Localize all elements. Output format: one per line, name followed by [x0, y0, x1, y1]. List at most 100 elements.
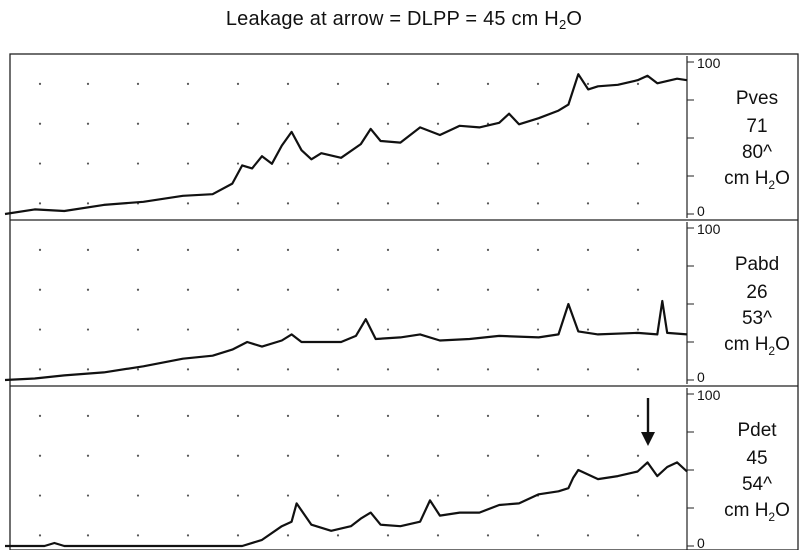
grid-dot: [286, 534, 290, 537]
grid-dot: [586, 534, 590, 537]
grid-dot: [386, 162, 390, 165]
grid-dot: [38, 414, 42, 417]
grid-dot: [86, 534, 90, 537]
grid-dot: [86, 162, 90, 165]
grid-dot: [86, 414, 90, 417]
panel-peak: 80^: [742, 142, 772, 163]
grid-dot: [486, 248, 490, 251]
grid-dot: [386, 202, 390, 205]
grid-dot: [186, 368, 190, 371]
grid-dot: [336, 82, 340, 85]
trace-pves: [4, 73, 688, 216]
panel-unit: cm H2O: [724, 168, 790, 192]
grid-dot: [38, 328, 42, 331]
grid-dot: [636, 248, 640, 251]
grid-dot: [636, 288, 640, 291]
grid-dot: [586, 414, 590, 417]
grid-dot: [536, 288, 540, 291]
grid-dot: [186, 162, 190, 165]
grid-dot: [236, 328, 240, 331]
grid-dot: [336, 368, 340, 371]
grid-dot: [586, 248, 590, 251]
grid-dot: [38, 534, 42, 537]
grid-dot: [636, 534, 640, 537]
grid-dot: [436, 328, 440, 331]
grid-dot: [236, 368, 240, 371]
y-tick-label-0: 0: [697, 535, 705, 550]
grid-dot: [386, 122, 390, 125]
grid-dot: [386, 414, 390, 417]
grid-dot: [136, 454, 140, 457]
grid-dot: [436, 534, 440, 537]
grid-dot: [186, 534, 190, 537]
panel-unit: cm H2O: [724, 334, 790, 358]
grid-dot: [586, 328, 590, 331]
grid-dot: [536, 122, 540, 125]
grid-dot: [38, 162, 42, 165]
grid-dot: [336, 534, 340, 537]
grid-dot: [336, 162, 340, 165]
grid-dot: [386, 534, 390, 537]
grid-dot: [286, 82, 290, 85]
panel-value: 45: [746, 448, 767, 469]
grid-dot: [586, 288, 590, 291]
grid-dot: [436, 368, 440, 371]
y-tick-label-0: 0: [697, 369, 705, 385]
y-tick-label-0: 0: [697, 203, 705, 219]
grid-dot: [336, 328, 340, 331]
grid-dot: [486, 162, 490, 165]
panel-value: 26: [746, 282, 767, 303]
grid-dot: [38, 368, 42, 371]
grid-dot: [586, 122, 590, 125]
grid-dot: [436, 82, 440, 85]
trace-pdet: [5, 461, 688, 548]
grid-dot: [436, 122, 440, 125]
grid-dot: [38, 122, 42, 125]
grid-dot: [336, 202, 340, 205]
grid-dot: [636, 414, 640, 417]
grid-dot: [336, 454, 340, 457]
grid-dot: [136, 414, 140, 417]
grid-dot: [136, 162, 140, 165]
y-tick-label-100: 100: [697, 221, 721, 237]
grid-dot: [536, 368, 540, 371]
grid-dot: [536, 328, 540, 331]
grid-dot: [636, 202, 640, 205]
grid-dot: [86, 328, 90, 331]
grid-dot: [586, 454, 590, 457]
grid-dot: [136, 248, 140, 251]
grid-dot: [86, 454, 90, 457]
grid-dot: [236, 202, 240, 205]
grid-dot: [186, 328, 190, 331]
grid-dot: [636, 82, 640, 85]
grid-dot: [386, 368, 390, 371]
grid-dot: [236, 288, 240, 291]
grid-dot: [186, 202, 190, 205]
grid-dot: [136, 534, 140, 537]
grid-dot: [486, 202, 490, 205]
grid-dot: [286, 288, 290, 291]
grid-dot: [486, 328, 490, 331]
grid-dot: [636, 328, 640, 331]
grid-dot: [186, 414, 190, 417]
chart-title: Leakage at arrow = DLPP = 45 cm H2O: [225, 8, 583, 32]
grid-dot: [436, 162, 440, 165]
grid-dot: [186, 82, 190, 85]
grid-dot: [136, 328, 140, 331]
grid-dot: [38, 454, 42, 457]
grid-dot: [336, 248, 340, 251]
grid-dot: [486, 414, 490, 417]
grid-dot: [86, 248, 90, 251]
grid-dot: [536, 202, 540, 205]
panel-label-pdet: Pdet: [737, 420, 777, 441]
grid-dot: [386, 454, 390, 457]
grid-dot: [536, 82, 540, 85]
grid-dot: [286, 368, 290, 371]
grid-dot: [186, 494, 190, 497]
grid-dot: [436, 494, 440, 497]
chart-frame: [9, 53, 799, 550]
trace-pabd: [4, 299, 688, 382]
grid-dot: [86, 122, 90, 125]
grid-dot: [286, 328, 290, 331]
grid-dot: [86, 202, 90, 205]
